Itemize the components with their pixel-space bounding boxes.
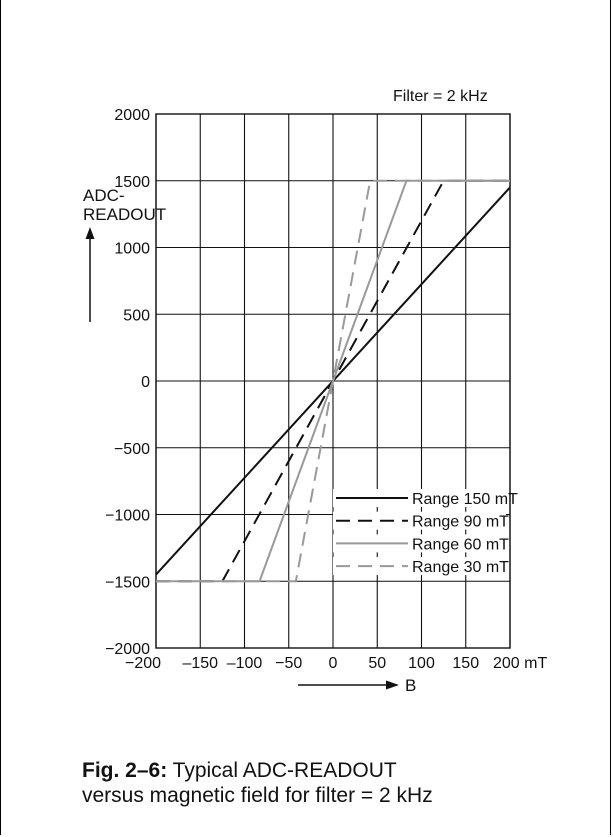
chart-series xyxy=(155,179,511,583)
x-tick-label: −200 xyxy=(125,655,161,672)
legend-backdrop xyxy=(333,489,506,507)
x-tick-label: 0 xyxy=(329,655,338,672)
y-tick-label: 1500 xyxy=(114,174,150,191)
y-tick-label: 0 xyxy=(141,374,150,391)
caption-text-1: Typical ADC-READOUT xyxy=(167,759,397,782)
y-tick-label: −2000 xyxy=(105,641,150,658)
caption-line-2: versus magnetic field for filter = 2 kHz xyxy=(82,784,433,807)
x-tick-label: 100 xyxy=(408,655,435,672)
y-axis-label-line1: ADC- xyxy=(83,186,125,205)
y-axis-arrow xyxy=(85,227,95,322)
caption-line-1: Fig. 2–6: Typical ADC-READOUT xyxy=(82,758,433,783)
series-line-4 xyxy=(156,179,510,583)
y-tick-label: −500 xyxy=(114,441,150,458)
x-tick-label: –150 xyxy=(182,655,218,672)
chart: 2000150010005000−500−1000−1500−2000−200–… xyxy=(83,88,547,695)
y-tick-label: 2000 xyxy=(114,107,150,124)
chart-note: Filter = 2 kHz xyxy=(393,88,488,105)
chart-ticks: 2000150010005000−500−1000−1500−2000−200–… xyxy=(105,107,547,672)
legend-label-1: Range 150 mT xyxy=(412,491,518,508)
x-tick-label: 50 xyxy=(368,655,386,672)
legend-label-3: Range 60 mT xyxy=(412,536,509,553)
x-axis-label: B xyxy=(405,676,416,695)
y-tick-label: −1500 xyxy=(105,574,150,591)
y-tick-label: 500 xyxy=(123,307,150,324)
legend-backdrop xyxy=(333,534,506,553)
legend-label-2: Range 90 mT xyxy=(412,514,509,531)
x-axis-arrow xyxy=(298,680,399,690)
caption-fig-label: Fig. 2–6: xyxy=(82,759,168,782)
plot-border xyxy=(155,113,511,649)
x-tick-label: −50 xyxy=(275,655,302,672)
legend-backdrop xyxy=(333,557,506,576)
y-tick-label: 1000 xyxy=(114,241,150,258)
x-tick-label: 150 xyxy=(452,655,479,672)
legend-backdrop xyxy=(333,511,506,530)
y-tick-label: −1000 xyxy=(105,508,150,525)
y-axis-label-line2: READOUT xyxy=(83,205,166,224)
figure-caption: Fig. 2–6: Typical ADC-READOUT versus mag… xyxy=(82,758,433,808)
chart-legend: Range 150 mT Range 90 mT Range 60 mT Range … xyxy=(333,489,518,576)
x-tick-label: 200 mT xyxy=(493,655,547,672)
x-tick-label: –100 xyxy=(227,655,263,672)
legend-label-4: Range 30 mT xyxy=(412,559,509,576)
